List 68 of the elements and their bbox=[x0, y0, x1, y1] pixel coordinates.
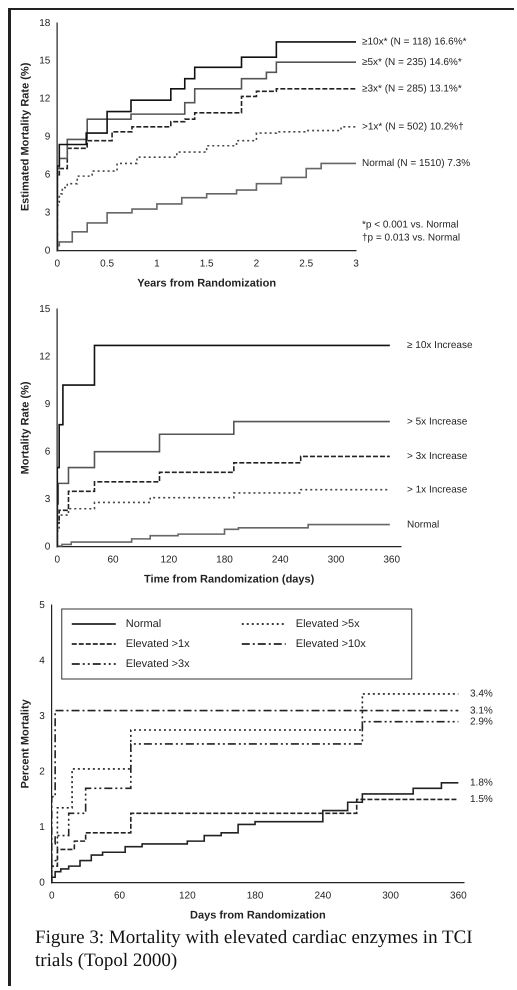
y-tick-label: 9 bbox=[44, 398, 51, 410]
x-tick-label: 3 bbox=[353, 258, 360, 270]
series-label: Normal (N = 1510) 7.3% bbox=[362, 158, 470, 170]
series-label: ≥10x* (N = 118) 16.6%* bbox=[362, 36, 467, 48]
y-tick-label: 2 bbox=[39, 766, 46, 778]
y-axis-title: Estimated Mortality Rate (%) bbox=[20, 62, 32, 212]
y-tick-label: 0 bbox=[39, 878, 46, 889]
text: †p = 0.013 vs. Normal bbox=[362, 232, 460, 244]
x-axis-title: Days from Randomization bbox=[190, 909, 326, 922]
x-tick-label: 120 bbox=[178, 890, 196, 902]
legend-label: Normal bbox=[126, 618, 162, 630]
series-label: > 5x Increase bbox=[407, 416, 468, 428]
x-tick-label: 300 bbox=[382, 890, 400, 902]
x-tick-label: 240 bbox=[314, 890, 332, 902]
x-tick-label: 120 bbox=[160, 554, 178, 566]
data-label: 3.4% bbox=[470, 688, 493, 700]
x-tick-label: 0 bbox=[54, 258, 61, 270]
y-tick-label: 3 bbox=[39, 710, 46, 722]
x-tick-label: 60 bbox=[107, 554, 120, 566]
series-label: ≥5x* (N = 235) 14.6%* bbox=[362, 56, 462, 68]
y-tick-label: 15 bbox=[39, 56, 51, 67]
x-tick-label: 180 bbox=[216, 554, 234, 566]
y-axis-title: Mortality Rate (%) bbox=[20, 381, 32, 474]
data-label: 1.8% bbox=[470, 778, 493, 789]
data-label: 3.1% bbox=[470, 705, 493, 716]
series-label: ≥ 10x Increase bbox=[407, 340, 473, 352]
x-tick-label: 0.5 bbox=[100, 258, 114, 270]
data-label: 1.5% bbox=[470, 794, 493, 806]
series-label: >1x* (N = 502) 10.2%† bbox=[362, 122, 464, 133]
legend-label: Elevated >3x bbox=[126, 658, 190, 670]
y-tick-label: 12 bbox=[39, 351, 51, 362]
series-label: > 3x Increase bbox=[407, 451, 468, 462]
y-tick-label: 3 bbox=[44, 208, 51, 219]
x-tick-label: 360 bbox=[450, 890, 468, 902]
x-tick-label: 360 bbox=[383, 554, 400, 566]
y-tick-label: 0 bbox=[44, 246, 51, 257]
caption: Figure 3: Mortality with elevated cardiac enzymes in TCI trials (Topol 2000) bbox=[34, 926, 474, 972]
legend-label: Elevated >1x bbox=[126, 638, 190, 650]
x-axis-title: Time from Randomization (days) bbox=[144, 573, 315, 586]
legend-label: Elevated >10x bbox=[296, 638, 366, 650]
series-label: > 1x Increase bbox=[407, 484, 468, 496]
text: *p < 0.001 vs. Normal bbox=[362, 220, 458, 231]
y-tick-label: 3 bbox=[44, 494, 51, 505]
y-tick-label: 1 bbox=[39, 822, 46, 833]
x-tick-label: 60 bbox=[114, 890, 126, 902]
y-tick-label: 9 bbox=[44, 132, 51, 143]
y-tick-label: 5 bbox=[39, 600, 46, 611]
x-tick-label: 0 bbox=[54, 554, 61, 566]
x-tick-label: 2 bbox=[254, 258, 260, 270]
y-tick-label: 0 bbox=[44, 542, 51, 553]
y-tick-label: 4 bbox=[39, 655, 46, 666]
data-label: 2.9% bbox=[470, 716, 493, 728]
y-tick-label: 6 bbox=[44, 446, 51, 458]
x-tick-label: 1 bbox=[154, 258, 160, 270]
y-tick-label: 15 bbox=[39, 304, 51, 315]
x-tick-label: 240 bbox=[272, 554, 290, 566]
y-tick-label: 12 bbox=[39, 94, 51, 105]
series-label: ≥3x* (N = 285) 13.1%* bbox=[362, 84, 462, 95]
y-axis-title: Percent Mortality bbox=[20, 698, 32, 789]
y-tick-label: 18 bbox=[39, 18, 51, 29]
x-tick-label: 2.5 bbox=[299, 258, 314, 270]
legend-label: Elevated >5x bbox=[296, 618, 360, 630]
x-tick-label: 1.5 bbox=[200, 258, 214, 270]
x-axis-title: Years from Randomization bbox=[137, 277, 276, 290]
x-tick-label: 180 bbox=[246, 890, 264, 902]
y-tick-label: 6 bbox=[44, 170, 51, 181]
series-label: Normal bbox=[407, 519, 440, 530]
x-tick-label: 300 bbox=[328, 554, 345, 566]
